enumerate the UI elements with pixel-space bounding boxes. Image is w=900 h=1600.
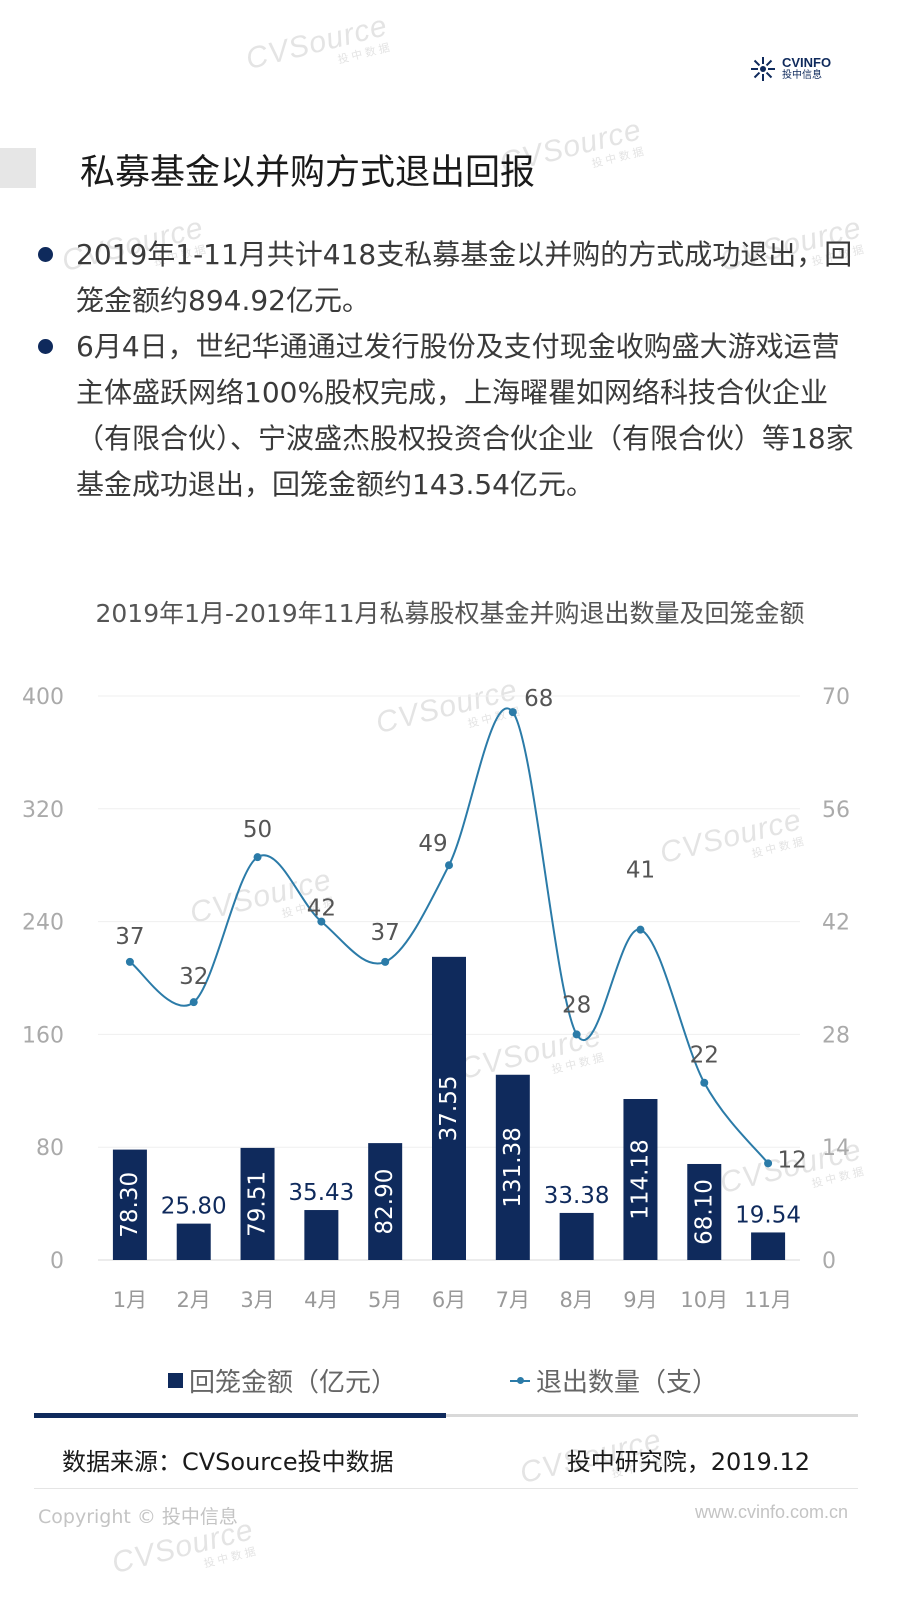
divider-accent — [34, 1413, 446, 1418]
bullet-list: 2019年1-11月共计418支私募基金以并购的方式成功退出，回笼金额约894.… — [38, 232, 858, 508]
line-value-label: 28 — [562, 992, 591, 1018]
line-point — [636, 925, 645, 934]
legend-label: 退出数量（支） — [536, 1368, 719, 1398]
x-tick-label: 5月 — [368, 1288, 402, 1312]
legend-item-count: 退出数量（支） — [510, 1362, 718, 1399]
legend-bar-swatch — [168, 1373, 183, 1388]
chart-title: 2019年1月-2019年11月私募股权基金并购退出数量及回笼金额 — [95, 599, 805, 628]
website-link[interactable]: www.cvinfo.com.cn — [694, 1502, 848, 1522]
bar-value-label: 25.80 — [161, 1194, 227, 1220]
bullet-dot — [38, 247, 53, 262]
bullet-dot — [38, 339, 53, 354]
series-line — [129, 707, 769, 1164]
y-right-tick-label: 0 — [822, 1249, 836, 1274]
bar — [559, 1212, 594, 1260]
bar — [112, 1149, 147, 1260]
x-tick-label: 4月 — [304, 1288, 338, 1312]
divider — [34, 1414, 858, 1417]
y-right-tick-label: 28 — [822, 1023, 850, 1048]
y-left-tick-label: 80 — [36, 1136, 64, 1161]
line-value-label: 37 — [115, 924, 144, 950]
chart-legend: 回笼金额（亿元） 退出数量（支） — [0, 1362, 900, 1402]
watermark: CVSource 投中数据 — [242, 9, 394, 77]
y-left-tick-label: 320 — [22, 798, 64, 823]
line-point — [508, 708, 517, 717]
bar — [240, 1147, 275, 1260]
logo-sub: 投中信息 — [782, 70, 822, 81]
bar-value-label: 68.10 — [691, 1179, 717, 1245]
logo-name: CVINFO — [782, 55, 832, 70]
brand-logo: CVINFO 投中信息 — [750, 56, 831, 82]
y-right-tick-label: 42 — [822, 911, 850, 936]
legend-label: 回笼金额（亿元） — [189, 1368, 398, 1398]
bar — [751, 1232, 786, 1260]
line-value-label: 22 — [690, 1043, 719, 1069]
line-value-label: 50 — [243, 817, 272, 843]
line-point — [700, 1078, 709, 1087]
y-left-tick-label: 240 — [22, 911, 64, 936]
line-value-label: 42 — [307, 896, 336, 922]
bullet-text: 6月4日，世纪华通通过发行股份及支付现金收购盛大游戏运营主体盛跃网络100%股权… — [76, 330, 854, 501]
bullet-item: 6月4日，世纪华通通过发行股份及支付现金收购盛大游戏运营主体盛跃网络100%股权… — [38, 324, 858, 508]
line-point — [381, 957, 390, 966]
title-accent-bar — [0, 148, 36, 188]
line-value-label: 49 — [418, 831, 447, 857]
bar-value-label: 131.38 — [500, 1127, 526, 1207]
divider — [34, 1488, 858, 1489]
bullet-item: 2019年1-11月共计418支私募基金以并购的方式成功退出，回笼金额约894.… — [38, 232, 858, 324]
line-point — [764, 1159, 773, 1168]
line-point — [317, 917, 326, 926]
line-point — [253, 853, 262, 862]
line-value-label: 12 — [777, 1147, 806, 1173]
bar-value-label: 35.43 — [288, 1180, 354, 1206]
bar-value-label: 78.30 — [117, 1172, 143, 1238]
line-value-label: 32 — [179, 964, 208, 990]
y-left-tick-label: 0 — [50, 1249, 64, 1274]
line-point — [572, 1030, 581, 1039]
x-tick-label: 7月 — [496, 1288, 530, 1312]
x-tick-label: 11月 — [744, 1288, 792, 1312]
y-left-tick-label: 160 — [22, 1023, 64, 1048]
y-left-tick-label: 400 — [22, 685, 64, 710]
data-source: 数据来源：CVSource投中数据 — [62, 1448, 394, 1476]
copyright: Copyright © 投中信息 — [38, 1506, 238, 1528]
bar — [304, 1210, 339, 1260]
bar-value-label: 82.90 — [372, 1169, 398, 1235]
bar-value-label: 37.55 — [436, 1075, 462, 1141]
y-right-tick-label: 70 — [822, 685, 850, 710]
y-right-tick-label: 14 — [822, 1136, 850, 1161]
publisher: 投中研究院，2019.12 — [566, 1448, 810, 1476]
legend-line-swatch — [510, 1376, 530, 1384]
bar — [623, 1099, 658, 1260]
bar-value-label: 19.54 — [735, 1202, 801, 1228]
bar — [495, 1074, 530, 1260]
combo-chart: 0 0 80 14 160 28 240 42 320 56 400 70 78.30 25.80 79.5… — [22, 685, 850, 1312]
x-tick-label: 6月 — [432, 1288, 466, 1312]
bullet-text: 2019年1-11月共计418支私募基金以并购的方式成功退出，回笼金额约894.… — [76, 238, 853, 317]
line-point — [189, 998, 198, 1007]
x-tick-label: 9月 — [623, 1288, 657, 1312]
line-value-label: 68 — [524, 686, 553, 712]
bar-value-label: 114.18 — [627, 1139, 653, 1219]
bar — [687, 1163, 722, 1260]
x-tick-label: 8月 — [559, 1288, 593, 1312]
line-point — [125, 957, 134, 966]
page-title: 私募基金以并购方式退出回报 — [80, 153, 536, 193]
x-tick-label: 3月 — [240, 1288, 274, 1312]
bar-value-label: 79.51 — [245, 1171, 271, 1237]
bar — [368, 1143, 403, 1260]
bar-value-label: 33.38 — [544, 1183, 610, 1209]
legend-item-amount: 回笼金额（亿元） — [168, 1362, 397, 1399]
x-tick-label: 2月 — [177, 1288, 211, 1312]
line-value-label: 41 — [626, 858, 655, 884]
bar — [176, 1223, 211, 1260]
x-tick-label: 10月 — [680, 1288, 728, 1312]
x-tick-label: 1月 — [113, 1288, 147, 1312]
bar — [432, 956, 466, 1260]
line-point — [445, 861, 453, 870]
line-value-label: 37 — [371, 920, 400, 946]
burst-icon — [751, 57, 775, 81]
y-right-tick-label: 56 — [822, 798, 850, 823]
